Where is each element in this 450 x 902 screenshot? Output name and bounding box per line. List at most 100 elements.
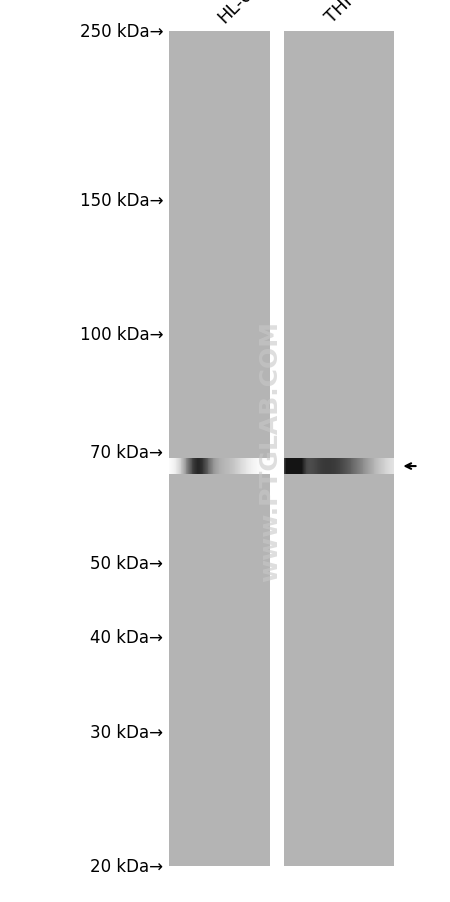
Bar xyxy=(216,458,217,474)
Bar xyxy=(320,458,321,474)
Bar xyxy=(193,458,194,474)
Bar xyxy=(176,458,178,474)
Bar xyxy=(391,458,392,474)
Bar xyxy=(304,458,305,474)
Bar xyxy=(341,458,342,474)
Bar xyxy=(382,458,383,474)
Bar xyxy=(223,458,224,474)
Bar xyxy=(342,458,344,474)
Bar xyxy=(235,458,237,474)
Text: HL-60: HL-60 xyxy=(214,0,264,27)
Bar xyxy=(175,458,176,474)
Bar xyxy=(336,458,337,474)
Bar xyxy=(376,458,378,474)
Bar xyxy=(292,458,293,474)
Bar xyxy=(171,458,173,474)
Bar xyxy=(361,458,362,474)
Bar xyxy=(200,458,201,474)
Bar xyxy=(286,458,288,474)
Bar xyxy=(375,458,377,474)
Bar xyxy=(364,458,365,474)
Bar xyxy=(287,458,288,474)
Bar xyxy=(261,458,262,474)
Bar xyxy=(298,458,300,474)
Bar xyxy=(212,458,213,474)
Bar xyxy=(284,458,285,474)
Bar xyxy=(308,458,310,474)
Bar xyxy=(382,458,384,474)
Bar xyxy=(256,458,258,474)
Bar xyxy=(196,458,197,474)
Bar xyxy=(297,458,298,474)
Bar xyxy=(294,458,296,474)
Bar xyxy=(288,458,289,474)
Bar xyxy=(313,458,314,474)
Bar xyxy=(358,458,359,474)
Bar xyxy=(254,458,255,474)
Bar xyxy=(266,458,267,474)
Bar xyxy=(291,458,292,474)
Bar xyxy=(268,458,270,474)
Bar xyxy=(293,458,295,474)
Bar xyxy=(311,458,312,474)
Bar xyxy=(170,458,171,474)
Bar xyxy=(243,458,244,474)
Bar xyxy=(207,458,208,474)
Bar xyxy=(236,458,238,474)
Bar xyxy=(194,458,195,474)
Bar xyxy=(260,458,261,474)
Bar xyxy=(210,458,211,474)
Bar xyxy=(325,458,326,474)
Bar xyxy=(342,458,343,474)
Bar xyxy=(352,458,354,474)
Bar xyxy=(206,458,207,474)
Bar xyxy=(335,458,336,474)
Bar xyxy=(227,458,228,474)
Text: 30 kDa→: 30 kDa→ xyxy=(90,723,163,741)
Bar xyxy=(363,458,364,474)
Bar xyxy=(207,458,209,474)
Bar xyxy=(265,458,266,474)
Bar xyxy=(284,458,286,474)
Bar xyxy=(205,458,206,474)
Bar xyxy=(387,458,389,474)
Text: www.PTGLAB.COM: www.PTGLAB.COM xyxy=(258,320,282,582)
Bar xyxy=(393,458,394,474)
Bar xyxy=(366,458,368,474)
Bar xyxy=(217,458,218,474)
Bar xyxy=(380,458,381,474)
Bar xyxy=(290,458,291,474)
Bar xyxy=(263,458,265,474)
Bar xyxy=(323,458,324,474)
Bar xyxy=(351,458,353,474)
Bar xyxy=(178,458,179,474)
Bar xyxy=(379,458,380,474)
Bar xyxy=(315,458,317,474)
Bar xyxy=(338,458,340,474)
Bar xyxy=(189,458,190,474)
Bar xyxy=(328,458,330,474)
Bar xyxy=(348,458,349,474)
Bar xyxy=(198,458,199,474)
Bar xyxy=(359,458,360,474)
Bar xyxy=(354,458,356,474)
Bar xyxy=(187,458,189,474)
Text: 100 kDa→: 100 kDa→ xyxy=(80,326,163,344)
Bar xyxy=(322,458,324,474)
Bar xyxy=(180,458,181,474)
Bar xyxy=(324,458,325,474)
Bar xyxy=(199,458,200,474)
Bar xyxy=(174,458,175,474)
Bar xyxy=(228,458,229,474)
Bar xyxy=(183,458,184,474)
Bar xyxy=(350,458,351,474)
Bar xyxy=(258,458,260,474)
Bar xyxy=(222,458,223,474)
Bar xyxy=(306,458,308,474)
Bar xyxy=(326,458,327,474)
Bar xyxy=(244,458,245,474)
Bar xyxy=(388,458,390,474)
Bar xyxy=(269,458,270,474)
Bar xyxy=(177,458,179,474)
Bar xyxy=(252,458,253,474)
